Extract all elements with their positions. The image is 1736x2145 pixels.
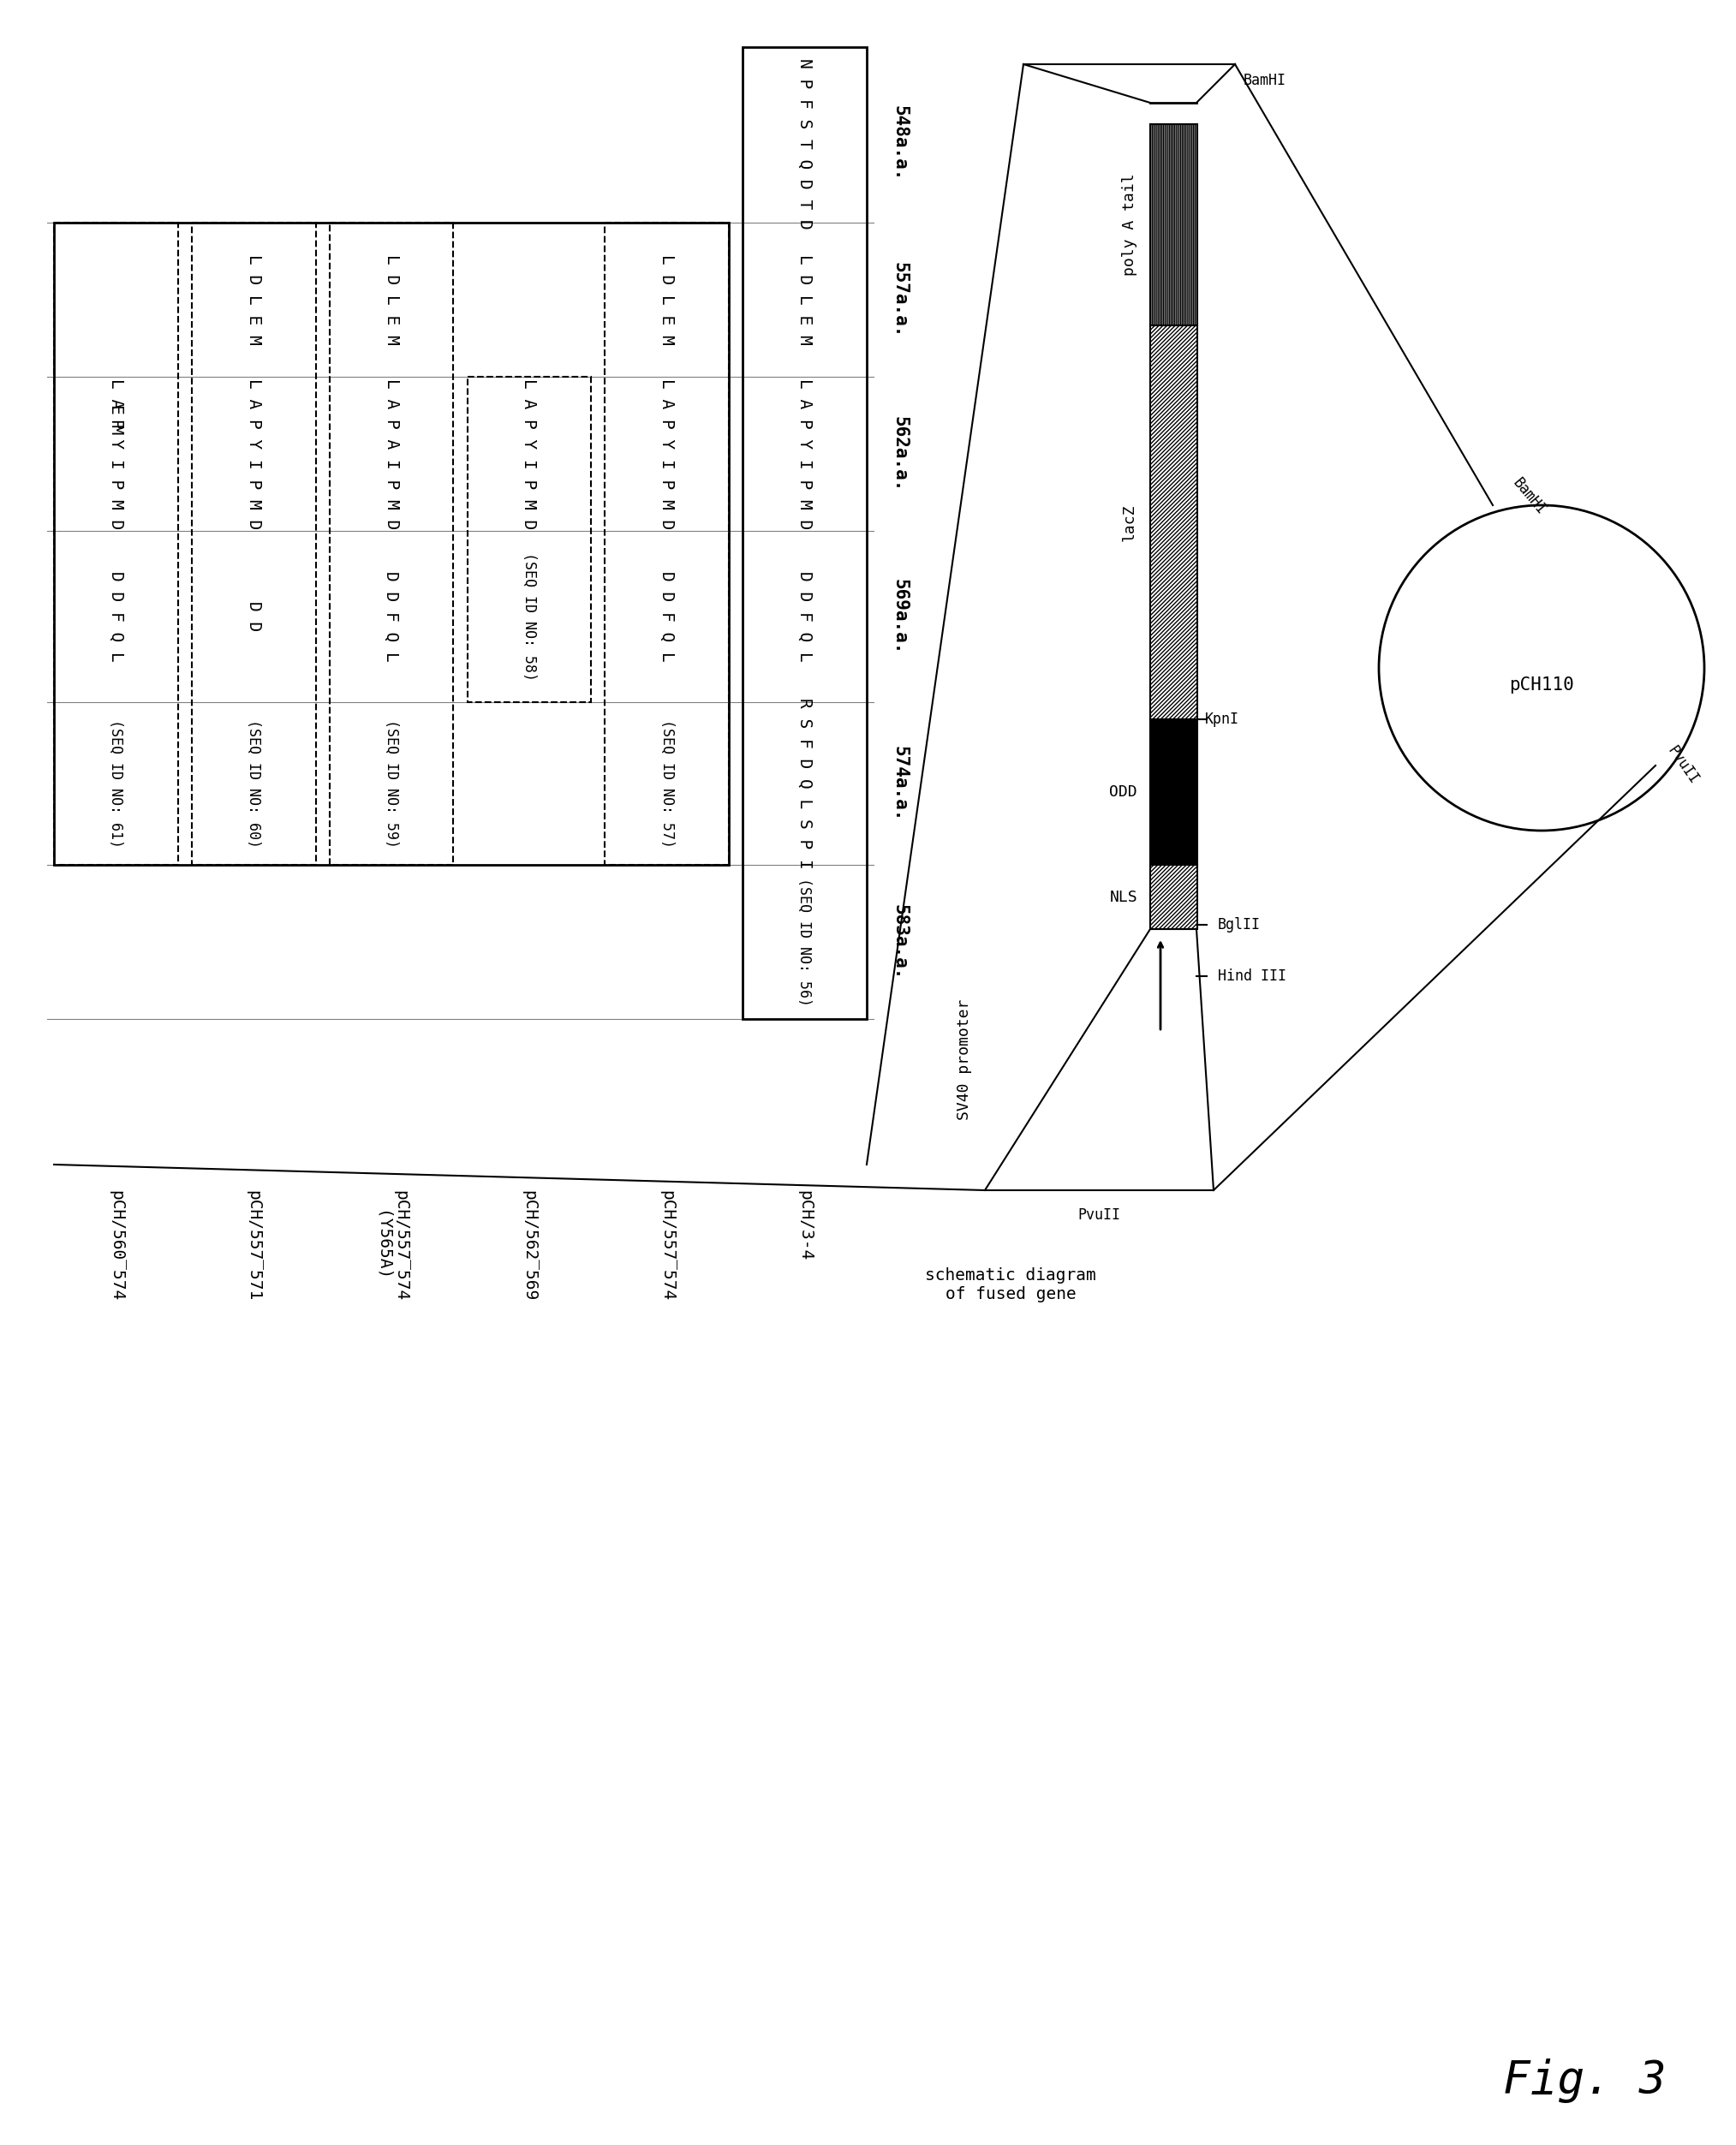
Text: L A P Y I P M D: L A P Y I P M D (660, 378, 675, 530)
Text: 548a.a.: 548a.a. (891, 105, 908, 182)
Text: BamHI: BamHI (1510, 476, 1549, 517)
Text: L A P Y I P M D: L A P Y I P M D (245, 378, 262, 530)
Text: D D F Q L: D D F Q L (797, 571, 812, 663)
Bar (1151, 326, 1198, 719)
Text: 574a.a.: 574a.a. (891, 746, 908, 822)
Text: PvuII: PvuII (1078, 1208, 1121, 1223)
Text: pCH/562̅569: pCH/562̅569 (521, 1190, 538, 1300)
Bar (54, 223, 179, 864)
Text: pCH/3-4: pCH/3-4 (797, 1190, 812, 1261)
Text: R S F D Q L S P I: R S F D Q L S P I (797, 697, 812, 869)
Text: Fig. 3: Fig. 3 (1503, 2059, 1667, 2102)
Bar (54, 223, 729, 864)
Text: L D L E M: L D L E M (797, 255, 812, 345)
Text: L A P Y I P M D: L A P Y I P M D (521, 378, 538, 530)
Text: L D L E M: L D L E M (245, 255, 262, 345)
Text: poly A tail: poly A tail (1121, 174, 1137, 277)
Text: (SEQ ID NO: 57): (SEQ ID NO: 57) (660, 719, 675, 847)
Text: pCH/557̅571: pCH/557̅571 (245, 1190, 262, 1300)
Text: L D L E M: L D L E M (660, 255, 675, 345)
Text: D D F Q L: D D F Q L (384, 571, 399, 663)
Text: L D L E M: L D L E M (384, 255, 399, 345)
Text: pCH/557̅574: pCH/557̅574 (660, 1190, 675, 1300)
Bar (191, 223, 316, 864)
Text: lacZ: lacZ (1121, 504, 1137, 541)
Bar (743, 47, 866, 1019)
Text: NLS: NLS (1109, 890, 1137, 905)
Text: 562a.a.: 562a.a. (891, 416, 908, 491)
Text: PvuII: PvuII (1665, 744, 1701, 787)
Text: 569a.a.: 569a.a. (891, 579, 908, 654)
Text: L A P Y I P M D: L A P Y I P M D (797, 378, 812, 530)
Text: Hind III: Hind III (1219, 967, 1286, 985)
Bar (1151, 864, 1198, 929)
Text: (SEQ ID NO: 58): (SEQ ID NO: 58) (521, 551, 536, 680)
Text: (SEQ ID NO: 59): (SEQ ID NO: 59) (384, 719, 399, 847)
Text: BamHI: BamHI (1243, 73, 1286, 88)
Text: 583a.a.: 583a.a. (891, 903, 908, 980)
Text: D D F Q L: D D F Q L (660, 571, 675, 663)
Text: L A P A I P M D: L A P A I P M D (384, 378, 399, 530)
Bar (1151, 719, 1198, 864)
Text: (SEQ ID NO: 61): (SEQ ID NO: 61) (108, 719, 123, 847)
Text: (SEQ ID NO: 56): (SEQ ID NO: 56) (797, 877, 812, 1006)
Text: SV40 promoter: SV40 promoter (957, 1000, 972, 1120)
Bar (604, 223, 729, 864)
Text: pCH110: pCH110 (1509, 676, 1575, 693)
Text: L A P Y I P M D: L A P Y I P M D (108, 378, 123, 530)
Text: D D: D D (245, 601, 262, 631)
Text: ODD: ODD (1109, 785, 1137, 800)
Text: (SEQ ID NO: 60): (SEQ ID NO: 60) (247, 719, 262, 847)
Bar (467, 378, 592, 701)
Text: pCH/557̅574
(Y565A): pCH/557̅574 (Y565A) (373, 1190, 410, 1300)
Bar (1151, 124, 1198, 326)
Text: pCH/560̅574: pCH/560̅574 (108, 1190, 123, 1300)
Text: D D F Q L: D D F Q L (108, 571, 123, 663)
Text: schematic diagram
of fused gene: schematic diagram of fused gene (925, 1268, 1095, 1302)
Text: 557a.a.: 557a.a. (891, 262, 908, 337)
Text: N P F S T Q D T D: N P F S T Q D T D (797, 58, 812, 230)
Circle shape (1378, 506, 1705, 830)
Text: BglII: BglII (1219, 918, 1260, 933)
Text: E M: E M (108, 405, 123, 435)
Bar (330, 223, 453, 864)
Text: KpnI: KpnI (1205, 712, 1240, 727)
